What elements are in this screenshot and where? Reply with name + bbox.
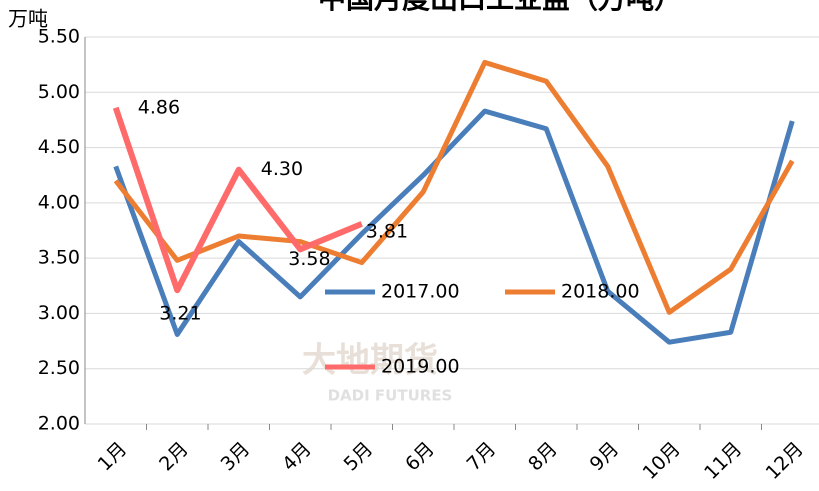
x-tick-label: 4月 [278,438,316,476]
series-line [113,108,795,345]
y-tick-label: 2.50 [38,357,80,379]
y-tick-label: 5.50 [38,26,80,48]
y-tick-label: 3.00 [38,302,80,324]
x-tick-label: 5月 [340,438,378,476]
x-tick-label: 7月 [463,438,501,476]
y-tick-label: 2.00 [38,413,80,435]
x-tick-label: 9月 [586,438,624,476]
legend-label: 2017.00 [381,281,460,303]
y-tick-label: 3.50 [38,247,80,269]
x-tick-label: 1月 [94,438,132,476]
y-tick-label: 5.00 [38,81,80,103]
x-tick-label: 2月 [155,438,193,476]
y-axis-label: 万吨 [8,7,48,31]
x-tick-label: 3月 [217,438,255,476]
x-tick-label: 6月 [401,438,439,476]
data-label: 3.58 [288,248,330,270]
x-tick-label: 10月 [639,438,685,484]
x-tick-label: 11月 [700,438,746,484]
watermark: 大地期货 [302,341,438,381]
watermark: DADI FUTURES [328,387,453,405]
legend-label: 2018.00 [561,281,640,303]
data-label: 3.81 [366,220,408,242]
chart-title: 中国月度出口工业盐（万吨） [318,0,682,15]
x-tick-label: 12月 [762,438,808,484]
x-tick-label: 8月 [524,438,562,476]
y-tick-label: 4.50 [38,136,80,158]
y-tick-label: 4.00 [38,191,80,213]
series-line [113,59,795,315]
data-label: 3.21 [159,303,201,325]
data-label: 4.30 [261,158,303,180]
data-label: 4.86 [138,96,180,118]
series-line [112,106,363,294]
legend-label: 2019.00 [381,356,460,378]
